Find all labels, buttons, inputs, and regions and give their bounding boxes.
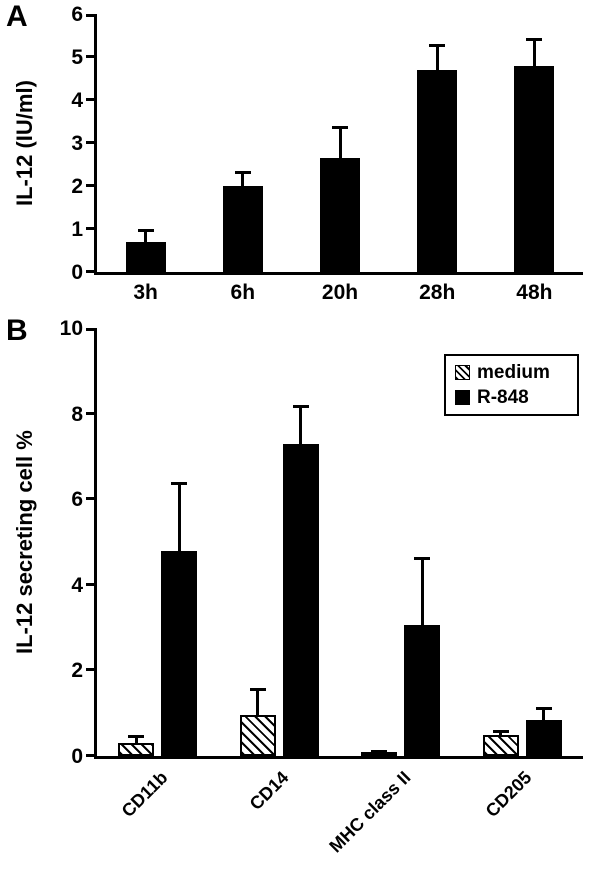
y-tick xyxy=(86,98,94,101)
bar-3h xyxy=(125,241,166,272)
y-tick xyxy=(86,497,94,501)
error-bar-cap xyxy=(234,170,251,174)
y-tick xyxy=(86,328,94,331)
error-bar xyxy=(420,557,424,626)
y-tick xyxy=(86,270,94,273)
y-tick xyxy=(86,14,94,17)
y-tick-label: 6 xyxy=(71,3,83,26)
y-tick-label: 10 xyxy=(59,317,83,340)
legend-item-medium: medium xyxy=(455,363,563,382)
bar-r-848-cd205 xyxy=(525,719,562,756)
error-bar-cap xyxy=(137,229,154,232)
bar-r-848-cd11b xyxy=(161,550,198,756)
panel-a-y-axis-title: IL-12 (IU/ml) xyxy=(12,80,37,206)
bar-r-848-mhc-class-ii xyxy=(404,625,441,756)
y-tick-label: 4 xyxy=(71,89,83,112)
error-bar xyxy=(299,405,303,444)
y-tick xyxy=(86,411,94,415)
legend: medium R-848 xyxy=(444,354,579,416)
category-label-28h: 28h xyxy=(419,281,456,304)
y-tick-label: 3 xyxy=(71,132,83,155)
error-bar xyxy=(338,125,342,159)
error-bar-cap xyxy=(171,482,188,486)
y-tick xyxy=(86,55,94,58)
bar-medium-cd205 xyxy=(482,734,519,756)
error-bar xyxy=(532,37,536,66)
r848-solid-swatch-icon xyxy=(455,390,470,405)
legend-label-r848: R-848 xyxy=(477,387,529,408)
error-bar xyxy=(542,706,546,720)
medium-hatched-swatch-icon xyxy=(455,365,470,380)
legend-item-r848: R-848 xyxy=(455,388,563,407)
panel-a: A IL-12 (IU/ml) 0 1 2 3 4 5 6 3h 6h 20h 28h 48h xyxy=(0,0,600,312)
category-label-48h: 48h xyxy=(516,281,553,304)
y-tick-label: 2 xyxy=(71,659,83,683)
panel-b-label: B xyxy=(6,314,28,347)
y-tick-label: 0 xyxy=(71,261,83,284)
error-bar-cap xyxy=(249,687,266,691)
legend-label-medium: medium xyxy=(477,362,550,383)
bar-28h xyxy=(417,69,458,272)
error-bar xyxy=(177,482,181,551)
category-label-cd11b: CD11b xyxy=(117,767,172,822)
bar-48h xyxy=(514,65,555,272)
category-label-cd14: CD14 xyxy=(245,767,293,814)
error-bar xyxy=(256,687,260,716)
y-tick-label: 4 xyxy=(71,573,83,597)
error-bar-cap xyxy=(292,405,309,409)
y-tick xyxy=(86,227,94,230)
error-bar-cap xyxy=(429,44,446,48)
category-label-mhc-class-ii: MHC class II xyxy=(325,767,415,857)
bar-6h xyxy=(222,186,263,272)
error-bar-cap xyxy=(535,706,552,710)
y-tick-label: 0 xyxy=(71,745,83,768)
category-label-3h: 3h xyxy=(133,281,158,304)
bar-medium-mhc-class-ii xyxy=(361,751,398,756)
error-bar-cap xyxy=(414,556,431,560)
y-tick-label: 8 xyxy=(71,402,83,426)
y-tick-label: 2 xyxy=(71,175,83,198)
figure: A IL-12 (IU/ml) 0 1 2 3 4 5 6 3h 6h 20h 28h 48h B I… xyxy=(0,0,600,871)
panel-b-y-axis-title: IL-12 secreting cell % xyxy=(12,430,37,654)
y-tick xyxy=(86,668,94,672)
error-bar-cap xyxy=(332,125,348,129)
category-label-20h: 20h xyxy=(321,281,359,304)
y-tick xyxy=(86,582,94,586)
category-label-6h: 6h xyxy=(230,281,256,304)
y-tick xyxy=(86,184,94,187)
error-bar-cap xyxy=(492,730,509,734)
y-tick-label: 6 xyxy=(71,488,83,512)
error-bar-cap xyxy=(371,749,388,753)
error-bar xyxy=(241,170,245,186)
panel-a-label: A xyxy=(6,0,28,33)
y-tick xyxy=(86,141,94,144)
bar-medium-cd11b xyxy=(118,743,155,756)
y-tick xyxy=(86,754,94,757)
error-bar xyxy=(144,229,148,242)
panel-b-plot: medium R-848 0 2 4 6 8 10 CD11b CD14 MHC class I… xyxy=(60,318,583,856)
panel-a-plot: 0 1 2 3 4 5 6 3h 6h 20h 28h 48h xyxy=(71,4,583,303)
error-bar xyxy=(134,734,138,744)
bar-medium-cd14 xyxy=(239,715,276,756)
y-tick-label: 1 xyxy=(71,218,83,241)
category-label-cd205: CD205 xyxy=(481,767,536,822)
error-bar-cap xyxy=(128,734,145,738)
bar-r-848-cd14 xyxy=(282,443,319,756)
error-bar-cap xyxy=(526,37,543,41)
panel-b: B IL-12 secreting cell % medium R-848 0 2… xyxy=(0,312,600,871)
error-bar xyxy=(435,44,439,70)
y-tick-label: 5 xyxy=(71,46,83,69)
bar-20h xyxy=(320,158,360,272)
